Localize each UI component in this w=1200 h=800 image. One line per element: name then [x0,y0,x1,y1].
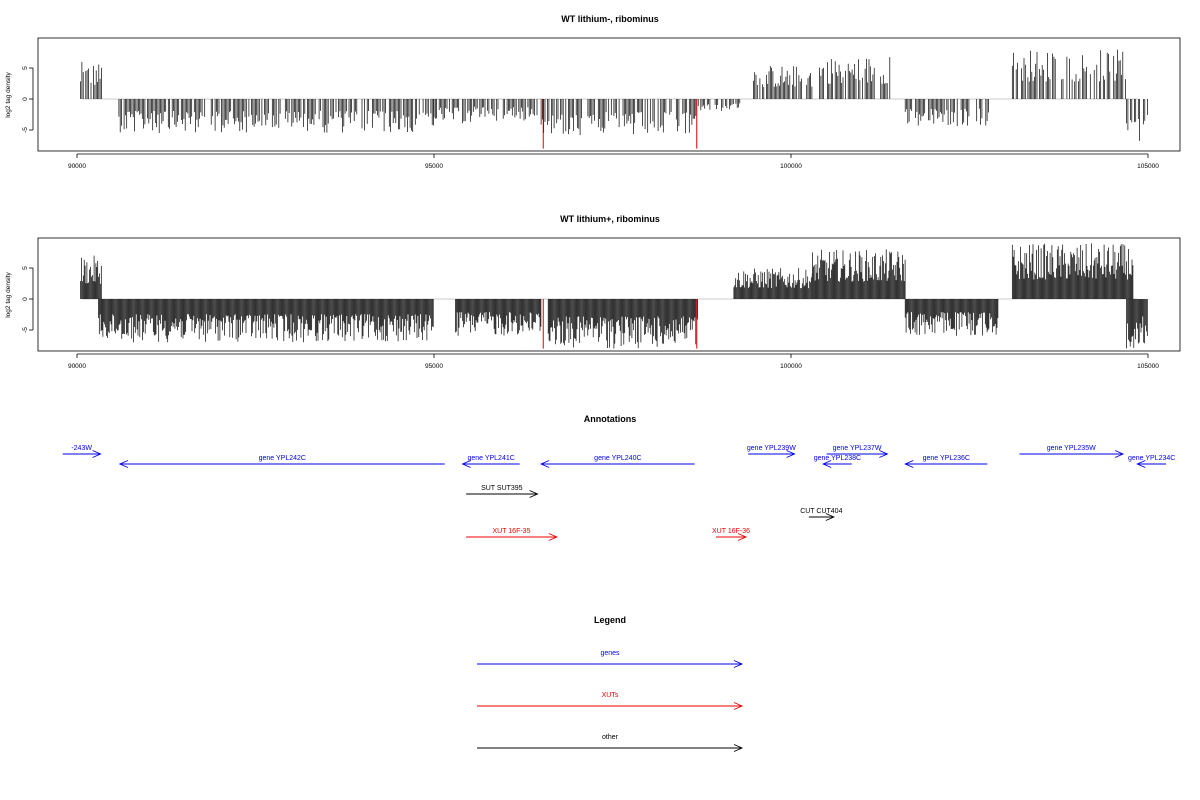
annotation-feature: gene YPL240C [539,455,695,468]
arrow-head [737,533,748,541]
arrow-head [733,744,744,752]
x-tick-label: 100000 [780,163,802,170]
annotation-feature: gene YPL234C [1128,455,1175,468]
y-axis-label: log2 tag density [5,271,12,317]
x-tick-label: 95000 [425,363,443,370]
legend: Legend genes XUTs other [477,615,744,752]
arrow-head [548,533,558,541]
feature-label: gene YPL239W [747,445,796,452]
x-tick-label: 100000 [780,363,802,370]
feature-label: XUT 16F-35 [492,528,530,535]
y-tick-label: 5 [22,66,29,70]
density-panel-lithium-minus: WT lithium-, ribominus log2 tag density … [5,14,1181,170]
arrow-head [118,460,129,468]
arrow-head [879,450,889,458]
arrow-head [825,513,835,521]
legend-entry: XUTs [477,692,744,710]
density-bars [80,49,1148,149]
feature-label: gene YPL234C [1128,455,1175,462]
annotation-feature: gene YPL239W [747,445,796,458]
y-tick-label: -5 [22,327,29,333]
feature-label: CUT CUT404 [800,508,842,515]
feature-label: -243W [71,445,92,452]
legend-title: Legend [594,615,626,625]
feature-label: gene YPL238C [814,455,861,462]
x-tick-label: 105000 [1137,363,1159,370]
arrow-head [733,660,744,668]
arrow-head [92,450,102,458]
feature-label: gene YPL240C [594,455,641,462]
arrow-head [733,702,744,710]
legend-label: genes [600,650,620,657]
y-tick-label: 5 [22,266,29,270]
x-tick-label: 105000 [1137,163,1159,170]
feature-label: gene YPL242C [259,455,306,462]
arrow-head [539,460,550,468]
arrow-head [1114,450,1125,458]
x-tick-label: 95000 [425,163,443,170]
annotation-feature: gene YPL236C [904,455,988,468]
arrow-head [786,450,796,458]
x-tick-label: 90000 [68,363,86,370]
y-tick-label: -5 [22,127,29,133]
arrow-head [529,490,539,498]
annotation-track: Annotations -243W gene YPL242C gene YPL241… [62,414,1175,541]
annotation-feature: XUT 16F-36 [712,528,750,541]
density-panel-lithium-plus: WT lithium+, ribominus log2 tag density … [5,214,1181,370]
annotation-feature: gene YPL241C [461,455,520,468]
annotation-feature: CUT CUT404 [800,508,843,521]
panel-title: WT lithium-, ribominus [561,14,659,24]
annotation-feature: gene YPL235W [1019,445,1125,458]
feature-label: gene YPL235W [1047,445,1096,452]
plot-frame [37,37,1181,152]
legend-label: XUTs [602,692,619,699]
y-tick-label: 0 [22,97,29,101]
axes: 90000 95000 100000 105000 -5 0 5 [22,266,1159,370]
y-tick-label: 0 [22,297,29,301]
feature-label: SUT SUT395 [481,485,523,492]
x-tick-label: 90000 [68,163,86,170]
legend-entry: other [477,734,744,752]
annotation-feature: SUT SUT395 [466,485,539,498]
feature-label: XUT 16F-36 [712,528,750,535]
feature-label: gene YPL236C [923,455,970,462]
feature-label: gene YPL241C [467,455,514,462]
legend-entries: genes XUTs other [477,650,744,752]
feature-label: gene YPL237W [833,445,882,452]
y-axis-label: log2 tag density [5,71,12,117]
plot-frame [37,237,1181,352]
panel-title: WT lithium+, ribominus [560,214,660,224]
axes: 90000 95000 100000 105000 -5 0 5 [22,66,1159,170]
legend-label: other [602,734,619,741]
arrow-head [904,460,914,468]
annotation-feature: XUT 16F-35 [466,528,558,541]
arrow-head [822,460,832,468]
annotation-features: -243W gene YPL242C gene YPL241C gene YPL240… [62,445,1175,541]
arrow-head [1136,460,1146,468]
legend-entry: genes [477,650,744,668]
annotation-feature: gene YPL242C [118,455,445,468]
annotation-feature: gene YPL238C [814,455,861,468]
annotations-title: Annotations [584,414,637,424]
annotation-feature: gene YPL237W [826,445,889,458]
arrow-head [461,460,471,468]
density-bars [80,243,1148,349]
annotation-feature: -243W [62,445,102,458]
